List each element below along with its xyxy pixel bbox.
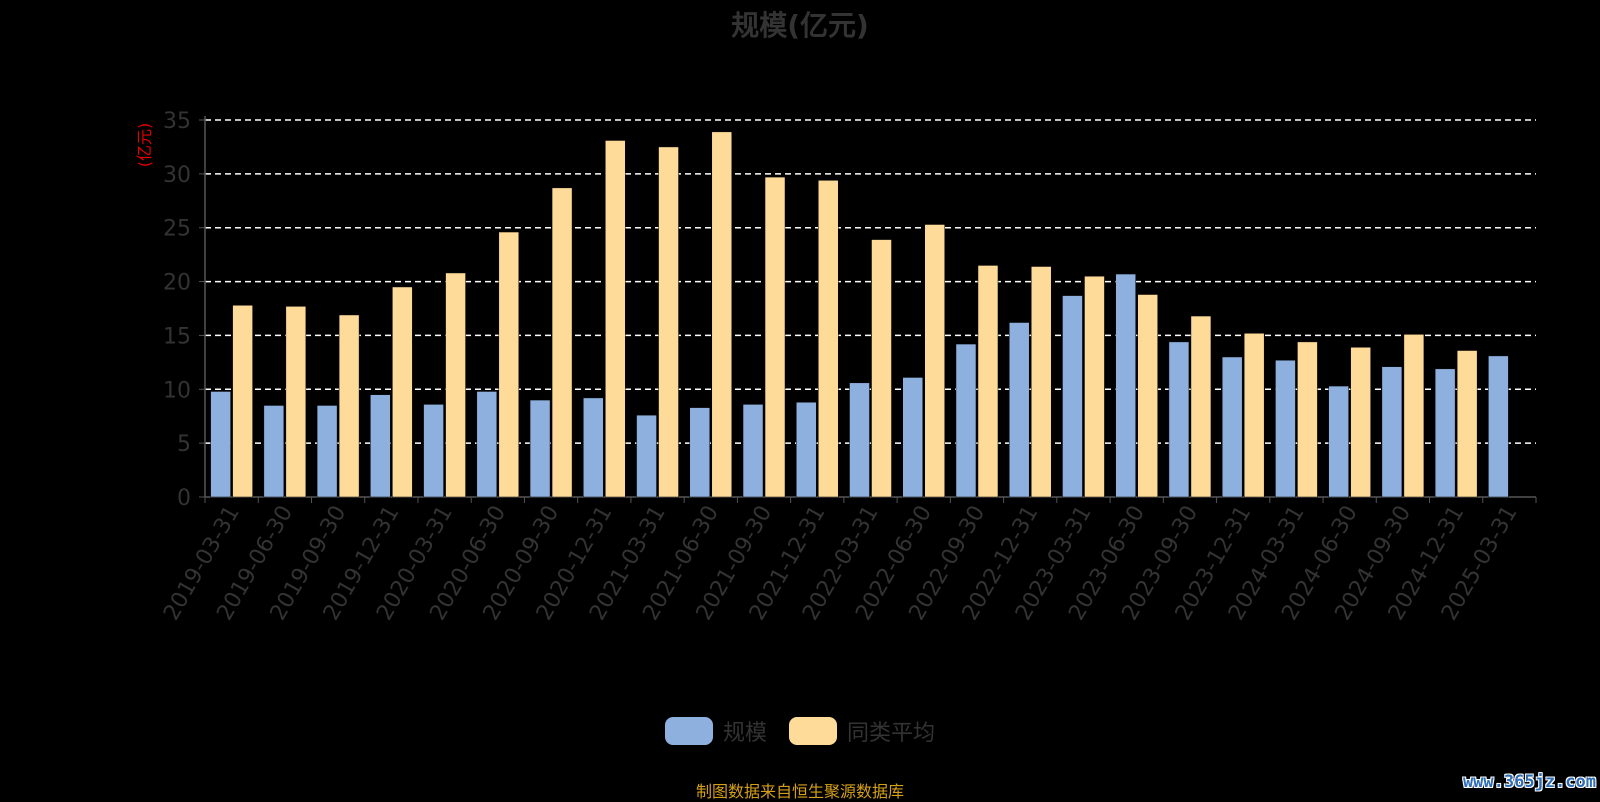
bar-scale <box>370 394 391 498</box>
bar-peer-average <box>445 272 466 498</box>
y-tick-label: 25 <box>163 217 191 242</box>
bar-peer-average <box>1190 315 1212 498</box>
bar-peer-average <box>1243 333 1265 498</box>
bar-scale <box>636 414 657 498</box>
legend-label-peer-average: 同类平均 <box>847 721 936 746</box>
y-axis-title: (亿元) <box>135 123 154 168</box>
bar-scale <box>1381 366 1403 498</box>
bar-peer-average <box>1297 341 1318 498</box>
bar-peer-average <box>818 180 839 498</box>
bar-scale <box>742 404 764 498</box>
chart-title: 规模(亿元) <box>731 9 869 42</box>
bar-scale <box>1221 356 1243 498</box>
bar-peer-average <box>605 140 626 498</box>
bar-scale <box>1328 385 1349 498</box>
watermark: www.365jz.com <box>1462 772 1596 792</box>
bar-peer-average <box>977 265 999 498</box>
bar-scale <box>1008 322 1030 498</box>
bar-scale <box>316 405 338 498</box>
y-tick-label: 20 <box>163 271 191 296</box>
bar-scale <box>423 404 444 498</box>
legend-item-scale[interactable]: 规模 <box>664 715 767 747</box>
bar-scale <box>210 391 231 498</box>
chart-legend: 规模 同类平均 <box>0 715 1600 747</box>
bar-scale <box>1488 355 1509 498</box>
bar-peer-average <box>1403 334 1425 498</box>
bar-peer-average <box>498 231 520 498</box>
legend-swatch-scale <box>664 717 713 745</box>
y-tick-label: 5 <box>177 432 191 457</box>
bar-peer-average <box>232 305 253 498</box>
y-tick-label: 0 <box>177 486 191 511</box>
y-tick-label: 35 <box>163 109 191 134</box>
y-tick-label: 10 <box>163 378 191 403</box>
bar-peer-average <box>1084 275 1105 498</box>
bar-scale <box>1275 359 1296 498</box>
bar-scale <box>583 397 604 498</box>
bar-peer-average <box>764 176 786 498</box>
bar-peer-average <box>338 314 360 498</box>
bar-peer-average <box>924 224 945 498</box>
bar-peer-average <box>1137 294 1158 498</box>
legend-label-scale: 规模 <box>722 721 767 746</box>
bar-scale <box>529 399 551 498</box>
bar-peer-average <box>1456 350 1478 498</box>
bar-peer-average <box>1030 266 1052 498</box>
y-tick-label: 30 <box>163 163 191 188</box>
bar-peer-average <box>1350 347 1371 498</box>
data-source-note: 制图数据来自恒生聚源数据库 <box>695 782 904 801</box>
y-tick-label: 15 <box>163 324 191 349</box>
legend-swatch-peer-average <box>789 717 837 745</box>
bar-scale <box>1062 295 1083 498</box>
bar-peer-average <box>658 146 679 498</box>
bar-scale <box>849 382 870 498</box>
bar-scale <box>796 401 817 498</box>
bar-peer-average <box>871 239 892 498</box>
bar-scale <box>263 405 285 498</box>
bar-scale <box>689 407 711 498</box>
chart-plot: 05101520253035(亿元)2019-03-312019-06-3020… <box>135 109 1537 625</box>
bar-peer-average <box>285 306 307 498</box>
bar-scale <box>902 377 923 498</box>
bar-peer-average <box>392 286 413 498</box>
bar-scale <box>1434 368 1456 498</box>
bar-scale <box>1115 273 1136 498</box>
bar-scale <box>1168 341 1190 498</box>
legend-item-peer-average[interactable]: 同类平均 <box>789 715 935 747</box>
bar-scale <box>476 391 498 498</box>
bar-peer-average <box>711 131 733 498</box>
bar-scale <box>955 343 977 498</box>
bar-peer-average <box>551 187 573 498</box>
